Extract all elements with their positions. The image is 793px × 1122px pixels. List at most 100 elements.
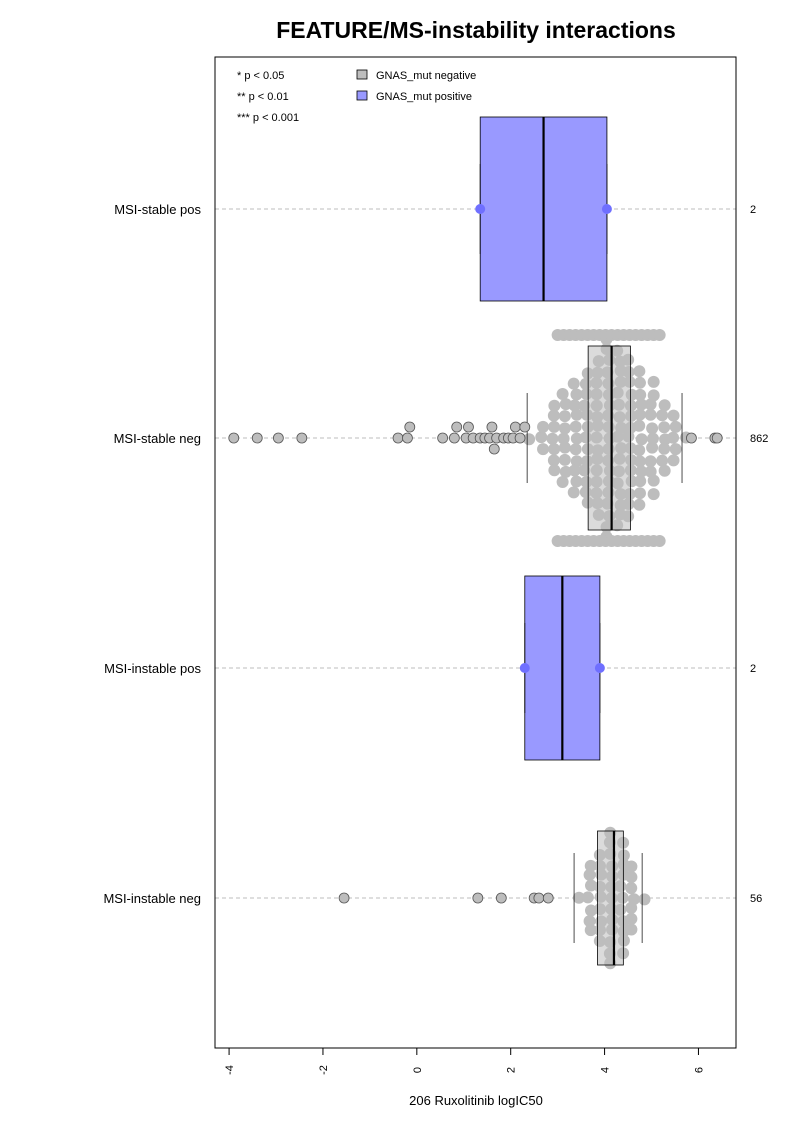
swarm-point — [537, 443, 550, 456]
outlier-point — [463, 421, 474, 433]
swarm-point — [548, 443, 561, 456]
swarm-point — [658, 421, 671, 434]
swarm-point — [647, 488, 660, 501]
swarm-point — [656, 409, 669, 422]
swarm-point — [646, 441, 659, 454]
swarm-point — [647, 375, 660, 388]
swarm-point — [523, 433, 536, 446]
swarm-point — [570, 388, 583, 401]
swarm-point — [558, 410, 571, 423]
swarm-point — [535, 431, 548, 444]
swarm-point — [625, 912, 638, 925]
outlier-point — [228, 432, 240, 444]
swarm-point — [625, 882, 638, 895]
x-tick-label: 2 — [506, 1067, 518, 1073]
swarm-point — [656, 454, 669, 467]
group-count: 2 — [750, 663, 756, 675]
box — [587, 345, 631, 531]
swarm-point — [647, 474, 660, 487]
swarm-point — [546, 432, 559, 445]
legend-label: GNAS_mut positive — [376, 91, 472, 103]
swarm-point — [570, 432, 583, 445]
swarm-point — [633, 376, 646, 389]
swarm-point — [570, 455, 583, 468]
swarm-point — [572, 891, 585, 904]
legend-swatch — [356, 69, 368, 80]
swarm-point — [625, 860, 638, 873]
swarm-point — [647, 389, 660, 402]
swarm-point — [568, 399, 581, 412]
swarm-point — [633, 419, 646, 432]
outlier-point — [272, 432, 284, 444]
swarm-point — [644, 455, 657, 468]
swarm-point — [559, 398, 572, 411]
outlier-point — [251, 432, 263, 444]
swarm-point — [584, 924, 597, 937]
swarm-point — [584, 859, 597, 872]
outlier-point — [495, 892, 507, 904]
group-count: 862 — [750, 433, 768, 445]
swarm-point — [625, 871, 638, 884]
outlier-point — [519, 421, 531, 433]
swarm-point — [646, 422, 659, 435]
swarm-point — [669, 443, 682, 456]
x-tick-label: 6 — [693, 1067, 705, 1073]
significance-legend: ** p < 0.01 — [237, 91, 289, 103]
significance-legend: *** p < 0.001 — [237, 112, 299, 124]
swarm-point — [625, 923, 638, 936]
outlier-point — [404, 421, 416, 433]
swarm-point — [578, 399, 591, 412]
legend-label: GNAS_mut negative — [376, 70, 476, 82]
swarm-point — [638, 893, 651, 906]
group-label: MSI-stable pos — [114, 202, 201, 217]
swarm-point — [633, 408, 646, 421]
swarm-point — [558, 453, 571, 466]
outlier-point — [509, 421, 521, 433]
swarm-point — [633, 455, 646, 468]
data-point — [519, 663, 530, 673]
swarm-point — [635, 465, 648, 478]
swarm-point — [633, 498, 646, 511]
data-point — [601, 204, 612, 214]
group-label: MSI-stable neg — [114, 431, 201, 446]
swarm-point — [558, 422, 571, 435]
swarm-point — [581, 891, 594, 904]
swarm-point — [644, 398, 657, 411]
outlier-point — [451, 421, 463, 433]
legend: * p < 0.05 ** p < 0.01 *** p < 0.001 GNAS_m… — [237, 69, 476, 124]
swarm-point — [625, 901, 638, 914]
swarm-point — [558, 441, 571, 454]
swarm-point — [556, 387, 569, 400]
outlier-point — [472, 892, 484, 904]
group-count: 2 — [750, 204, 756, 216]
swarm-point — [578, 464, 591, 477]
group-count: 56 — [750, 893, 762, 905]
swarm-point — [568, 464, 581, 477]
swarm-point — [667, 454, 680, 467]
swarm-point — [667, 431, 680, 444]
outlier-point — [402, 432, 413, 444]
group-labels: MSI-stable pos 2 MSI-stable neg 862 MSI-inst… — [103, 202, 768, 906]
swarm-point — [548, 399, 561, 412]
x-tick-label: -2 — [318, 1065, 330, 1075]
outlier-point — [338, 892, 350, 904]
swarm-point — [570, 475, 583, 488]
grid-lines — [215, 208, 736, 899]
outlier-point — [542, 892, 554, 904]
x-tick-label: 0 — [412, 1067, 424, 1073]
significance-legend: * p < 0.05 — [237, 70, 284, 82]
swarm-point — [583, 868, 596, 881]
outlier-point — [686, 432, 697, 444]
outlier-point — [514, 432, 526, 444]
swarm-point — [658, 442, 671, 455]
x-tick-label: -4 — [224, 1065, 236, 1075]
swarm-point — [646, 432, 659, 445]
swarm-point — [567, 486, 580, 499]
swarm-point — [548, 464, 561, 477]
swarm-point — [644, 408, 657, 421]
swarm-point — [634, 388, 647, 401]
outlier-point — [711, 432, 723, 444]
swarm-point — [658, 399, 671, 412]
swarm-point — [559, 465, 572, 478]
swarm-point — [585, 904, 598, 917]
